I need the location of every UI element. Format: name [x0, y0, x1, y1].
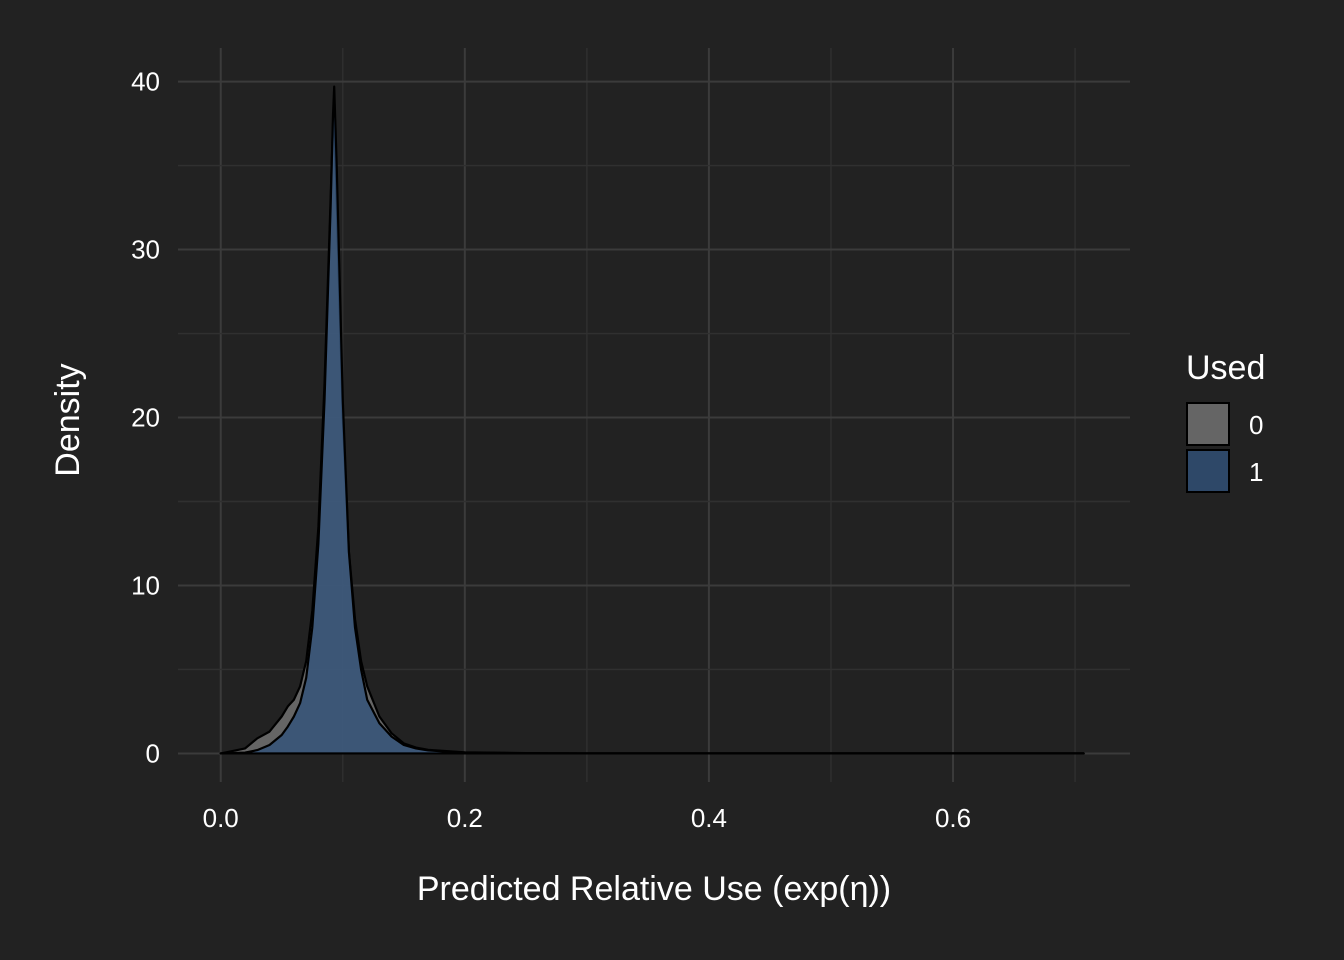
x-tick-label: 0.4	[691, 803, 727, 833]
y-tick-label: 0	[146, 738, 160, 768]
y-tick-labels: 0 10 20 30 40	[131, 67, 160, 769]
legend-title: Used	[1186, 349, 1265, 387]
x-tick-label: 0.0	[203, 803, 239, 833]
x-tick-label: 0.6	[935, 803, 971, 833]
y-tick-label: 30	[131, 235, 160, 265]
legend-key-0	[1186, 402, 1230, 446]
x-tick-labels: 0.0 0.2 0.4 0.6	[203, 803, 971, 833]
density-area-series-1	[219, 85, 1085, 755]
legend: Used 0 1	[1186, 349, 1265, 493]
x-tick-label: 0.2	[447, 803, 483, 833]
y-axis-title: Density	[49, 363, 87, 476]
legend-label: 1	[1249, 457, 1263, 487]
y-tick-label: 20	[131, 403, 160, 433]
y-tick-label: 40	[131, 67, 160, 97]
x-axis-title: Predicted Relative Use (exp(η))	[417, 870, 891, 908]
legend-label: 0	[1249, 410, 1263, 440]
density-series	[219, 85, 1085, 755]
y-tick-label: 10	[131, 570, 160, 600]
legend-key-1	[1186, 449, 1230, 493]
